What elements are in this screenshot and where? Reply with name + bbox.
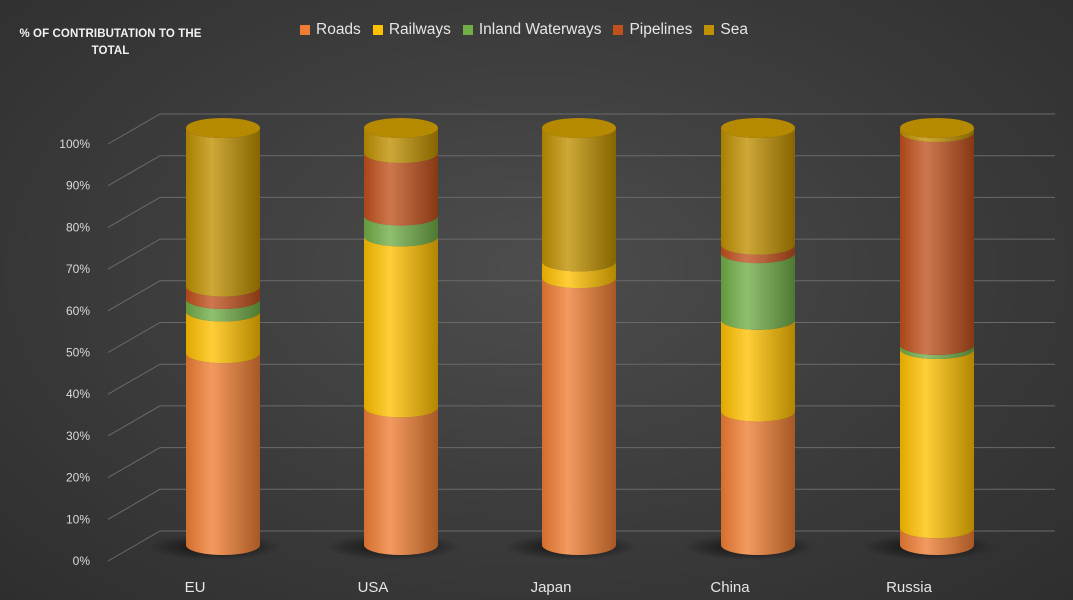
legend-label: Inland Waterways <box>478 21 602 38</box>
y-tick-label: 60% <box>66 304 90 318</box>
bar-segment-russia-inland-waterways <box>900 344 974 360</box>
bar-segment-japan-sea <box>542 128 616 272</box>
legend: Roads Railways Inland Waterways Pipelines Se… <box>300 21 748 39</box>
bar-top-cap <box>186 118 260 138</box>
bar-segment-russia-sea <box>900 128 974 143</box>
bar-segment-eu-sea <box>186 128 260 297</box>
bar-segment-usa-inland-waterways <box>364 215 438 247</box>
legend-item-sea: Sea <box>704 21 748 39</box>
legend-item-roads: Roads <box>300 21 361 39</box>
bar-segment-usa-roads <box>364 407 438 555</box>
bar-segment-russia-railways <box>900 349 974 539</box>
legend-label: Pipelines <box>629 21 693 38</box>
y-tick-label: 10% <box>66 512 90 526</box>
gridline <box>107 113 1055 145</box>
bar-segment-usa-pipelines <box>364 153 438 226</box>
chart-title: % OF CONTRIBUTATION TO THE TOTAL <box>19 28 202 58</box>
x-tick-label: EU <box>185 579 206 596</box>
x-tick-label: China <box>710 579 750 596</box>
bar-segment-china-sea <box>721 128 795 255</box>
legend-item-railways: Railways <box>372 21 451 39</box>
y-tick-label: 40% <box>66 387 90 401</box>
legend-swatch <box>613 25 624 35</box>
legend-label: Roads <box>316 21 361 38</box>
bar-segment-japan-roads <box>542 278 616 555</box>
bars <box>148 118 996 560</box>
bar-stack-usa <box>326 118 460 560</box>
bar-segment-russia-pipelines <box>900 132 974 355</box>
bar-stack-russia <box>862 118 996 560</box>
legend-item-pipelines: Pipelines <box>613 21 692 39</box>
y-tick-label: 100% <box>59 137 90 151</box>
y-tick-label: 30% <box>66 429 90 443</box>
bar-segment-eu-pipelines <box>186 286 260 309</box>
y-tick-label: 20% <box>66 471 90 485</box>
bar-stack-japan <box>504 118 638 560</box>
bar-stack-china <box>683 118 817 560</box>
y-axis: 0% 10% 20% 30% 40% 50% 60% 70% 80% 90% 100% <box>59 137 90 568</box>
y-tick-label: 0% <box>73 554 91 568</box>
bar-segment-usa-sea <box>364 128 438 164</box>
legend-label: Sea <box>720 21 748 38</box>
x-axis: EU USA Japan China Russia <box>185 579 933 596</box>
x-tick-label: USA <box>358 579 389 596</box>
legend-label: Railways <box>388 21 451 38</box>
legend-swatch <box>372 25 383 35</box>
y-tick-label: 70% <box>66 262 90 276</box>
bar-top-cap <box>721 118 795 138</box>
bar-segment-eu-inland-waterways <box>186 298 260 322</box>
x-tick-label: Japan <box>531 579 572 596</box>
bar-segment-china-roads <box>721 411 795 555</box>
bar-segment-china-railways <box>721 319 795 422</box>
legend-swatch <box>462 25 473 35</box>
bar-stack-eu <box>148 118 282 560</box>
y-tick-label: 80% <box>66 220 90 234</box>
y-tick-label: 90% <box>66 179 90 193</box>
bar-segment-china-pipelines <box>721 244 795 264</box>
bar-segment-eu-railways <box>186 311 260 364</box>
x-tick-label: Russia <box>886 579 933 596</box>
y-tick-label: 50% <box>66 346 90 360</box>
bar-segment-china-inland-waterways <box>721 253 795 330</box>
legend-swatch <box>300 25 310 35</box>
legend-swatch <box>704 25 715 35</box>
bar-top-cap <box>542 118 616 138</box>
bar-segment-japan-railways <box>542 261 616 289</box>
legend-item-inland-waterways: Inland Waterways <box>462 21 602 39</box>
bar-segment-russia-roads <box>900 528 974 555</box>
bar-segment-eu-roads <box>186 353 260 555</box>
bar-top-cap <box>900 118 974 138</box>
bar-top-cap <box>364 118 438 138</box>
bar-segment-usa-railways <box>364 236 438 418</box>
